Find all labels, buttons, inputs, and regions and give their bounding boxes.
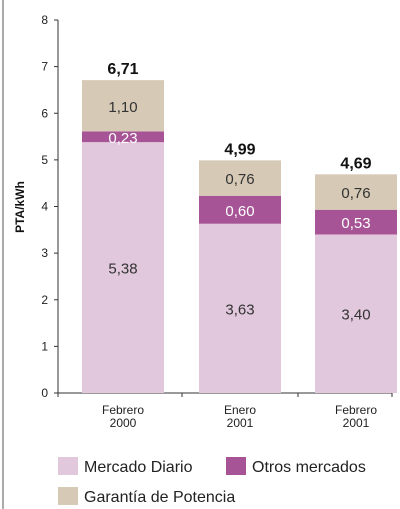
bar-segment: [199, 195, 281, 224]
legend: Mercado Diario Otros mercados Garantía de …: [58, 457, 366, 506]
bar-segment: [315, 209, 397, 235]
legend-swatch: [58, 487, 78, 505]
data-label: 5,38: [108, 261, 137, 278]
bar-segment: [82, 80, 164, 132]
data-label: 3,63: [225, 301, 254, 318]
bars: 5,38 0,23 1,10 6,71 3,63 0,60 0,76 4,99 3,40 0,53…: [82, 61, 397, 393]
y-tick-label: 4: [41, 200, 48, 214]
total-label: 4,69: [340, 155, 371, 172]
total-label: 4,99: [224, 141, 255, 158]
y-tick-label: 3: [41, 246, 48, 260]
y-tick-label: 7: [41, 60, 48, 74]
legend-swatch: [58, 457, 78, 475]
bar-segment: [199, 223, 281, 393]
x-tick-label: Febrero: [335, 403, 377, 417]
y-tick-label: 5: [41, 153, 48, 167]
y-tick-label: 1: [41, 339, 48, 353]
data-label: 0,76: [225, 171, 254, 188]
bar-segment: [199, 160, 281, 196]
x-tick-label: Enero: [224, 403, 256, 417]
x-tick-label: 2001: [227, 416, 254, 430]
data-label: 1,10: [108, 99, 137, 116]
data-label: 0,23: [108, 130, 137, 147]
total-label: 6,71: [107, 61, 138, 78]
data-label: 0,60: [225, 203, 254, 220]
y-tick-label: 6: [41, 106, 48, 120]
legend-label: Garantía de Potencia: [84, 489, 235, 506]
x-tick-label: 2000: [110, 416, 137, 430]
x-tick-label: Febrero: [102, 403, 144, 417]
legend-label: Otros mercados: [252, 459, 366, 476]
bar-segment: [315, 234, 397, 393]
y-tick-label: 8: [41, 13, 48, 27]
data-label: 3,40: [341, 307, 370, 324]
y-tick-label: 2: [41, 293, 48, 307]
bar-segment: [82, 142, 164, 393]
axes: 012345678PTA/kWhFebrero2000Enero2001Febr…: [2, 0, 393, 509]
y-tick-label: 0: [41, 386, 48, 400]
y-axis-title: PTA/kWh: [13, 181, 27, 233]
data-label: 0,53: [341, 215, 370, 232]
bar-segment: [315, 174, 397, 210]
bar-segment: [82, 131, 164, 143]
data-label: 0,76: [341, 185, 370, 202]
x-tick-label: 2001: [343, 416, 370, 430]
legend-swatch: [226, 457, 246, 475]
legend-label: Mercado Diario: [84, 459, 193, 476]
